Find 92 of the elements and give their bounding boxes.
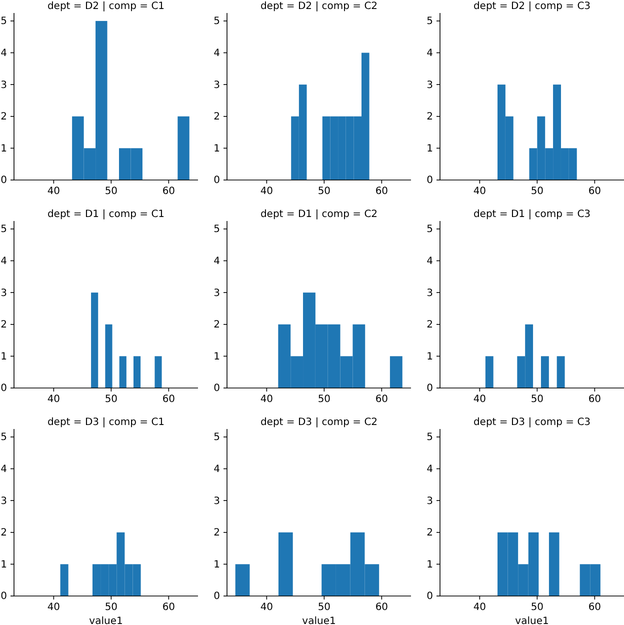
- x-tick-label: 50: [318, 394, 331, 406]
- chart-title: dept = D1 | comp = C1: [47, 209, 165, 220]
- y-tick-label: 4: [426, 256, 433, 267]
- y-tick-label: 1: [214, 351, 220, 362]
- y-tick-label: 0: [214, 591, 220, 602]
- y-tick-label: 3: [214, 496, 220, 507]
- y-tick-label: 0: [0, 175, 7, 186]
- y-tick-label: 5: [0, 224, 7, 236]
- y-tick-label: 4: [426, 48, 433, 59]
- y-tick-label: 3: [426, 288, 433, 299]
- y-tick-label: 1: [214, 143, 220, 154]
- x-tick-label: 40: [473, 186, 486, 198]
- y-tick-label: 3: [0, 496, 7, 507]
- y-tick-label: 2: [214, 528, 220, 539]
- y-tick-label: 0: [426, 175, 433, 186]
- y-tick-label: 3: [0, 288, 7, 299]
- y-tick-label: 0: [426, 591, 433, 602]
- x-axis-title: value1: [302, 616, 336, 625]
- x-tick-label: 50: [530, 186, 544, 198]
- x-tick-label: 50: [104, 394, 118, 406]
- x-tick-label: 60: [162, 186, 176, 198]
- y-tick-label: 5: [0, 16, 7, 28]
- x-tick-label: 50: [318, 186, 331, 198]
- x-axis-title: value1: [515, 616, 549, 625]
- x-tick-label: 40: [260, 186, 274, 198]
- y-tick-label: 5: [426, 432, 433, 444]
- y-tick-label: 2: [0, 320, 7, 331]
- y-tick-label: 4: [0, 48, 7, 59]
- y-tick-label: 5: [214, 224, 220, 236]
- y-tick-label: 1: [0, 143, 7, 154]
- y-tick-label: 4: [214, 48, 220, 59]
- x-tick-label: 60: [375, 186, 388, 198]
- x-tick-label: 60: [588, 186, 602, 198]
- x-tick-label: 40: [47, 602, 60, 614]
- y-tick-label: 1: [426, 351, 433, 362]
- y-tick-label: 2: [0, 528, 7, 539]
- chart-title: dept = D1 | comp = C3: [473, 209, 591, 220]
- chart-title: dept = D3 | comp = C2: [260, 417, 378, 428]
- y-tick-label: 0: [0, 591, 7, 602]
- y-tick-label: 5: [0, 432, 7, 444]
- x-tick-label: 60: [162, 602, 176, 614]
- y-tick-label: 2: [0, 112, 7, 123]
- y-tick-label: 3: [426, 80, 433, 91]
- y-tick-label: 2: [214, 320, 220, 331]
- x-tick-label: 50: [530, 394, 544, 406]
- x-axis-title: value1: [89, 616, 123, 625]
- y-tick-label: 3: [0, 80, 7, 91]
- x-tick-label: 60: [375, 394, 388, 406]
- x-tick-label: 60: [375, 602, 388, 614]
- y-tick-label: 2: [426, 112, 433, 123]
- y-tick-label: 5: [426, 16, 433, 28]
- x-tick-label: 40: [473, 602, 486, 614]
- y-tick-label: 5: [214, 432, 220, 444]
- y-tick-label: 4: [214, 256, 220, 267]
- x-tick-label: 40: [473, 394, 486, 406]
- chart-title: dept = D3 | comp = C3: [473, 417, 591, 428]
- y-tick-label: 3: [426, 496, 433, 507]
- y-tick-label: 5: [214, 16, 220, 28]
- y-tick-label: 1: [0, 559, 7, 570]
- y-tick-label: 4: [0, 464, 7, 475]
- x-tick-label: 40: [260, 394, 274, 406]
- y-tick-label: 1: [426, 559, 433, 570]
- y-tick-label: 1: [214, 559, 220, 570]
- y-tick-label: 3: [214, 288, 220, 299]
- x-tick-label: 50: [104, 186, 118, 198]
- y-tick-label: 5: [426, 224, 433, 236]
- chart-title: dept = D2 | comp = C2: [260, 1, 378, 12]
- y-tick-label: 2: [426, 528, 433, 539]
- y-tick-label: 2: [214, 112, 220, 123]
- y-tick-label: 0: [426, 383, 433, 394]
- y-tick-label: 4: [0, 256, 7, 267]
- y-tick-label: 4: [214, 464, 220, 475]
- y-tick-label: 0: [214, 383, 220, 394]
- y-tick-label: 2: [426, 320, 433, 331]
- x-tick-label: 50: [530, 602, 544, 614]
- x-tick-label: 60: [588, 602, 602, 614]
- x-tick-label: 60: [588, 394, 602, 406]
- y-tick-label: 1: [0, 351, 7, 362]
- chart-title: dept = D1 | comp = C2: [260, 209, 378, 220]
- x-tick-label: 40: [47, 186, 60, 198]
- y-tick-label: 3: [214, 80, 220, 91]
- chart-title: dept = D2 | comp = C3: [473, 1, 591, 12]
- y-tick-label: 0: [214, 175, 220, 186]
- y-tick-label: 0: [0, 383, 7, 394]
- x-tick-label: 40: [260, 602, 274, 614]
- chart-title: dept = D3 | comp = C1: [47, 417, 165, 428]
- y-tick-label: 4: [426, 464, 433, 475]
- x-tick-label: 60: [162, 394, 176, 406]
- y-tick-label: 1: [426, 143, 433, 154]
- x-tick-label: 50: [318, 602, 331, 614]
- x-tick-label: 50: [104, 602, 118, 614]
- x-tick-label: 40: [47, 394, 60, 406]
